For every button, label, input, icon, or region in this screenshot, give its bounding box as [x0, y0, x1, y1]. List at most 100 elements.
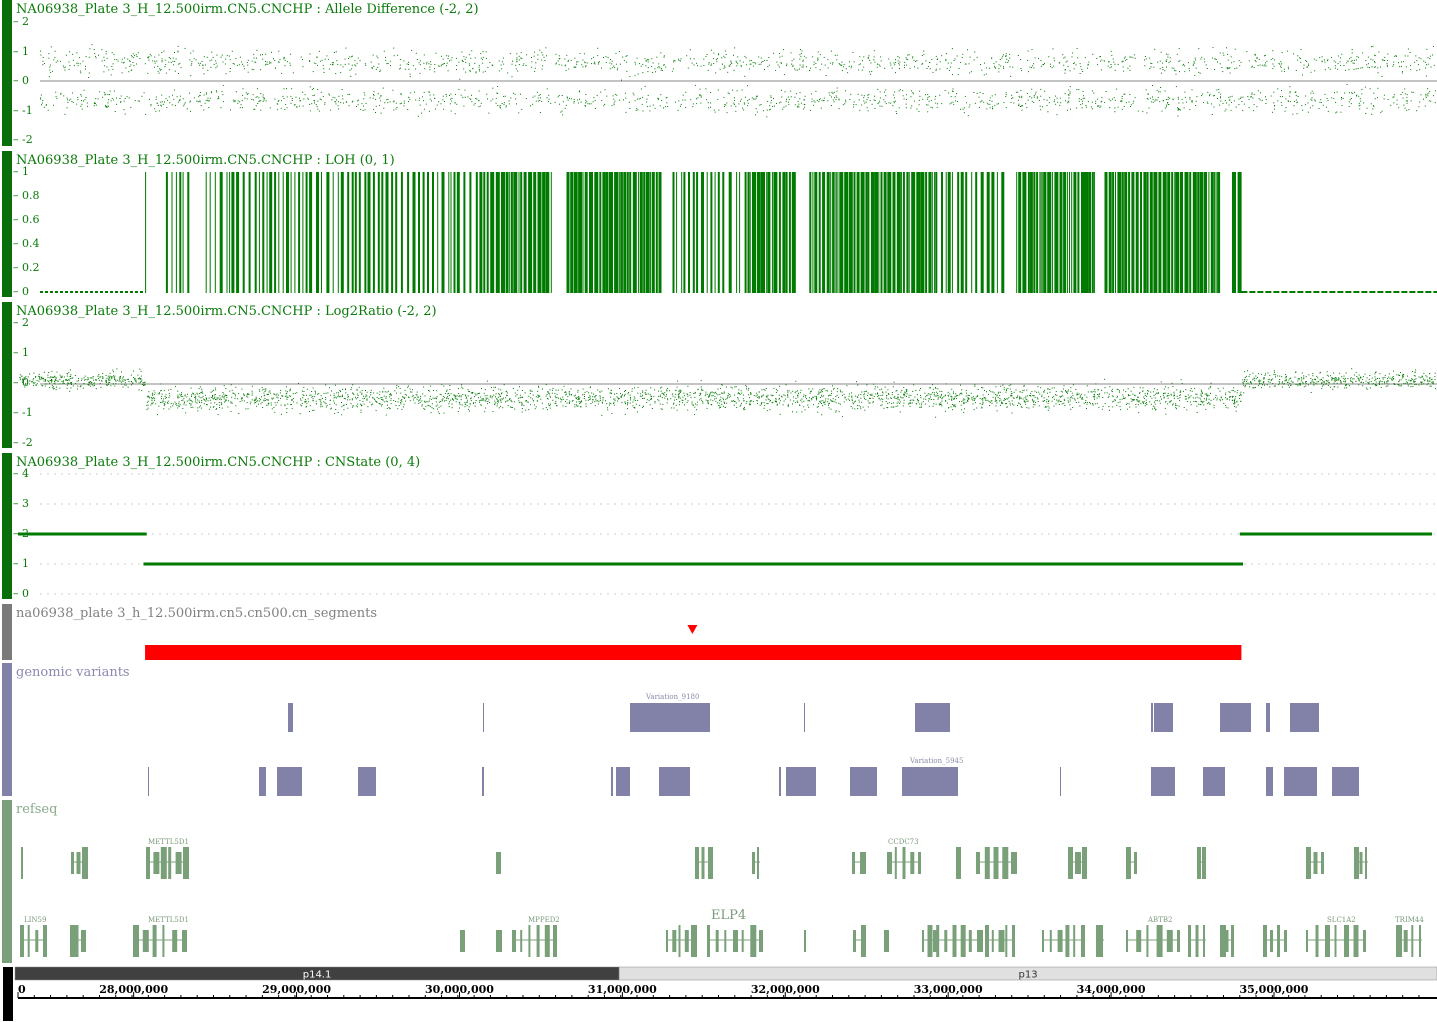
- log2-point: [296, 392, 298, 394]
- log2-point: [303, 395, 305, 396]
- log2-point: [662, 392, 664, 394]
- log2-point: [462, 394, 464, 395]
- log2-point: [382, 399, 384, 401]
- loh-bar: [756, 172, 761, 293]
- log2-point: [1228, 391, 1230, 393]
- allele-point: [1415, 55, 1417, 57]
- allele-point: [537, 100, 539, 102]
- track-sidebar[interactable]: [2, 302, 12, 448]
- allele-point: [179, 62, 181, 64]
- allele-point: [276, 109, 278, 111]
- allele-point: [400, 93, 402, 95]
- allele-point: [129, 60, 131, 62]
- allele-point: [445, 95, 447, 97]
- log2-point: [715, 391, 716, 393]
- log2-point: [1366, 388, 1368, 390]
- log2-point: [577, 405, 579, 407]
- loh-track[interactable]: NA06938_Plate 3_H_12.500irm.CN5.CNCHP : …: [0, 151, 1437, 299]
- log2-point: [356, 389, 358, 391]
- log2-point: [1086, 408, 1087, 409]
- allele-point: [998, 64, 1000, 66]
- allele-point: [786, 63, 788, 65]
- allele-point: [430, 61, 431, 63]
- allele-point: [1180, 109, 1182, 111]
- allele-point: [723, 65, 725, 67]
- allele-point: [978, 96, 980, 98]
- allele-point: [911, 57, 913, 59]
- log2-point: [1025, 395, 1027, 397]
- log2-point: [76, 380, 78, 382]
- log2-point: [552, 399, 554, 401]
- allele-point: [586, 101, 588, 103]
- log2-point: [314, 390, 316, 392]
- track-sidebar[interactable]: [2, 151, 12, 297]
- allele-point: [286, 61, 288, 63]
- log2-point: [1167, 392, 1169, 394]
- log2-point: [878, 398, 880, 400]
- loh-bar: [1189, 172, 1192, 293]
- allele-point: [357, 99, 359, 101]
- allele-point: [749, 63, 751, 65]
- log2-point: [137, 378, 139, 380]
- log2-point: [1400, 384, 1402, 386]
- allele-point: [1067, 109, 1068, 111]
- allele-point: [119, 98, 121, 99]
- allele-point: [939, 94, 941, 96]
- log2-point: [95, 388, 97, 390]
- loh-bar: [710, 172, 713, 293]
- log2-point: [951, 395, 953, 397]
- allele-point: [586, 62, 588, 64]
- log2-point: [396, 392, 397, 394]
- log2-point: [1033, 403, 1035, 405]
- allele-point: [1114, 111, 1116, 113]
- allele-point: [1384, 56, 1386, 58]
- allele-point: [1020, 106, 1021, 107]
- allele-point: [1289, 92, 1291, 94]
- allele-point: [751, 97, 753, 99]
- log2ratio-track[interactable]: NA06938_Plate 3_H_12.500irm.CN5.CNCHP : …: [0, 302, 1437, 450]
- allele-point: [1189, 109, 1191, 111]
- loh-bar: [505, 172, 509, 293]
- allele-point: [161, 101, 163, 103]
- loh-bar: [935, 172, 938, 293]
- allele-point: [284, 65, 286, 67]
- log2-point: [1078, 393, 1080, 395]
- log2-point: [654, 402, 656, 404]
- log2-point: [787, 404, 789, 406]
- log2-point: [49, 377, 51, 379]
- allele-point: [574, 66, 576, 68]
- log2-point: [679, 397, 681, 399]
- log2-point: [90, 385, 92, 387]
- log2-point: [220, 397, 222, 399]
- log2-point: [1145, 402, 1147, 403]
- allele-point: [964, 95, 966, 97]
- allele-point: [890, 64, 892, 66]
- allele-point: [663, 55, 665, 57]
- allele-point: [1047, 111, 1049, 113]
- log2-point: [211, 390, 213, 392]
- log2-point: [985, 399, 987, 401]
- log2-point: [1116, 395, 1118, 397]
- allele-point: [1229, 67, 1231, 69]
- log2-point: [530, 397, 532, 399]
- allele-point: [1018, 95, 1020, 97]
- allele-difference-track[interactable]: NA06938_Plate 3_H_12.500irm.CN5.CNCHP : …: [0, 0, 1437, 148]
- log2-point: [1190, 404, 1192, 406]
- log2-point: [253, 400, 255, 402]
- allele-point: [710, 64, 712, 66]
- log2-point: [723, 401, 725, 403]
- track-sidebar[interactable]: [2, 0, 12, 146]
- allele-point: [1293, 53, 1295, 55]
- allele-point: [1229, 72, 1231, 74]
- allele-point: [91, 44, 93, 46]
- allele-point: [703, 58, 705, 60]
- allele-point: [1434, 102, 1436, 104]
- log2-point: [177, 396, 179, 398]
- log2-point: [974, 384, 976, 386]
- log2-point: [794, 392, 796, 394]
- loh-bar: [209, 172, 211, 293]
- loh-bar: [883, 172, 887, 293]
- log2-point: [718, 407, 720, 409]
- log2-point: [1269, 386, 1271, 388]
- log2-point: [1104, 387, 1106, 389]
